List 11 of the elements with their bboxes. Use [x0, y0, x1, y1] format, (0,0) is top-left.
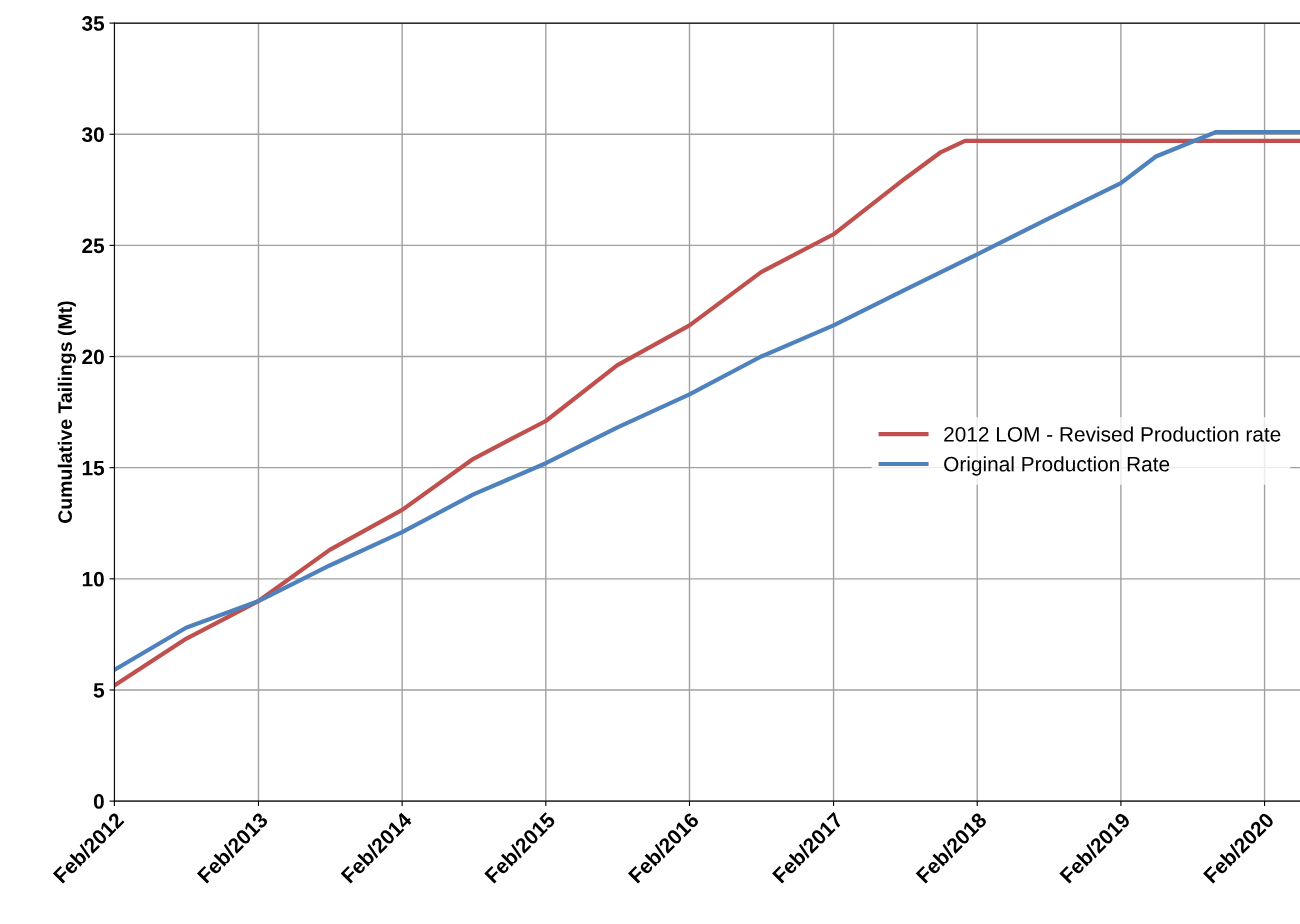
- y-tick-label: 20: [82, 349, 104, 365]
- y-tick-label: 25: [82, 238, 105, 254]
- y-tick-label: 30: [81, 127, 104, 143]
- legend-label: 2012 LOM - Revised Production rate: [944, 426, 1281, 442]
- legend-label: Original Production Rate: [944, 456, 1170, 476]
- y-tick-label: 35: [81, 16, 105, 31]
- y-tick-label: 0: [93, 794, 104, 809]
- y-tick-label: 5: [93, 683, 105, 698]
- y-axis-title: Cumulative Tailings (Mt): [57, 301, 76, 523]
- y-tick-label: 10: [82, 571, 104, 587]
- y-tick-label: 15: [82, 460, 105, 476]
